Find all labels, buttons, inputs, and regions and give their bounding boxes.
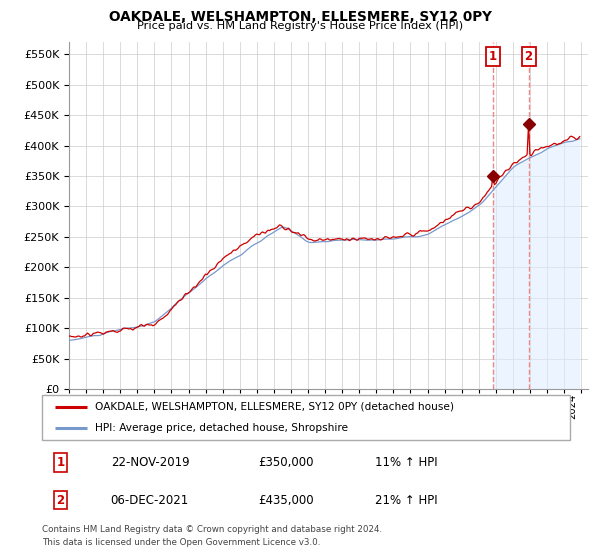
Text: 22-NOV-2019: 22-NOV-2019	[110, 456, 189, 469]
Text: Contains HM Land Registry data © Crown copyright and database right 2024.
This d: Contains HM Land Registry data © Crown c…	[42, 525, 382, 547]
Text: 1: 1	[56, 456, 65, 469]
Text: 11% ↑ HPI: 11% ↑ HPI	[374, 456, 437, 469]
Text: 21% ↑ HPI: 21% ↑ HPI	[374, 494, 437, 507]
Text: £350,000: £350,000	[259, 456, 314, 469]
Text: HPI: Average price, detached house, Shropshire: HPI: Average price, detached house, Shro…	[95, 422, 348, 432]
Text: 2: 2	[56, 494, 65, 507]
Text: 1: 1	[489, 50, 497, 63]
Text: OAKDALE, WELSHAMPTON, ELLESMERE, SY12 0PY (detached house): OAKDALE, WELSHAMPTON, ELLESMERE, SY12 0P…	[95, 402, 454, 412]
Text: 2: 2	[524, 50, 533, 63]
Text: 06-DEC-2021: 06-DEC-2021	[110, 494, 189, 507]
FancyBboxPatch shape	[42, 395, 570, 440]
Text: OAKDALE, WELSHAMPTON, ELLESMERE, SY12 0PY: OAKDALE, WELSHAMPTON, ELLESMERE, SY12 0P…	[109, 10, 491, 24]
Text: Price paid vs. HM Land Registry's House Price Index (HPI): Price paid vs. HM Land Registry's House …	[137, 21, 463, 31]
Text: £435,000: £435,000	[259, 494, 314, 507]
